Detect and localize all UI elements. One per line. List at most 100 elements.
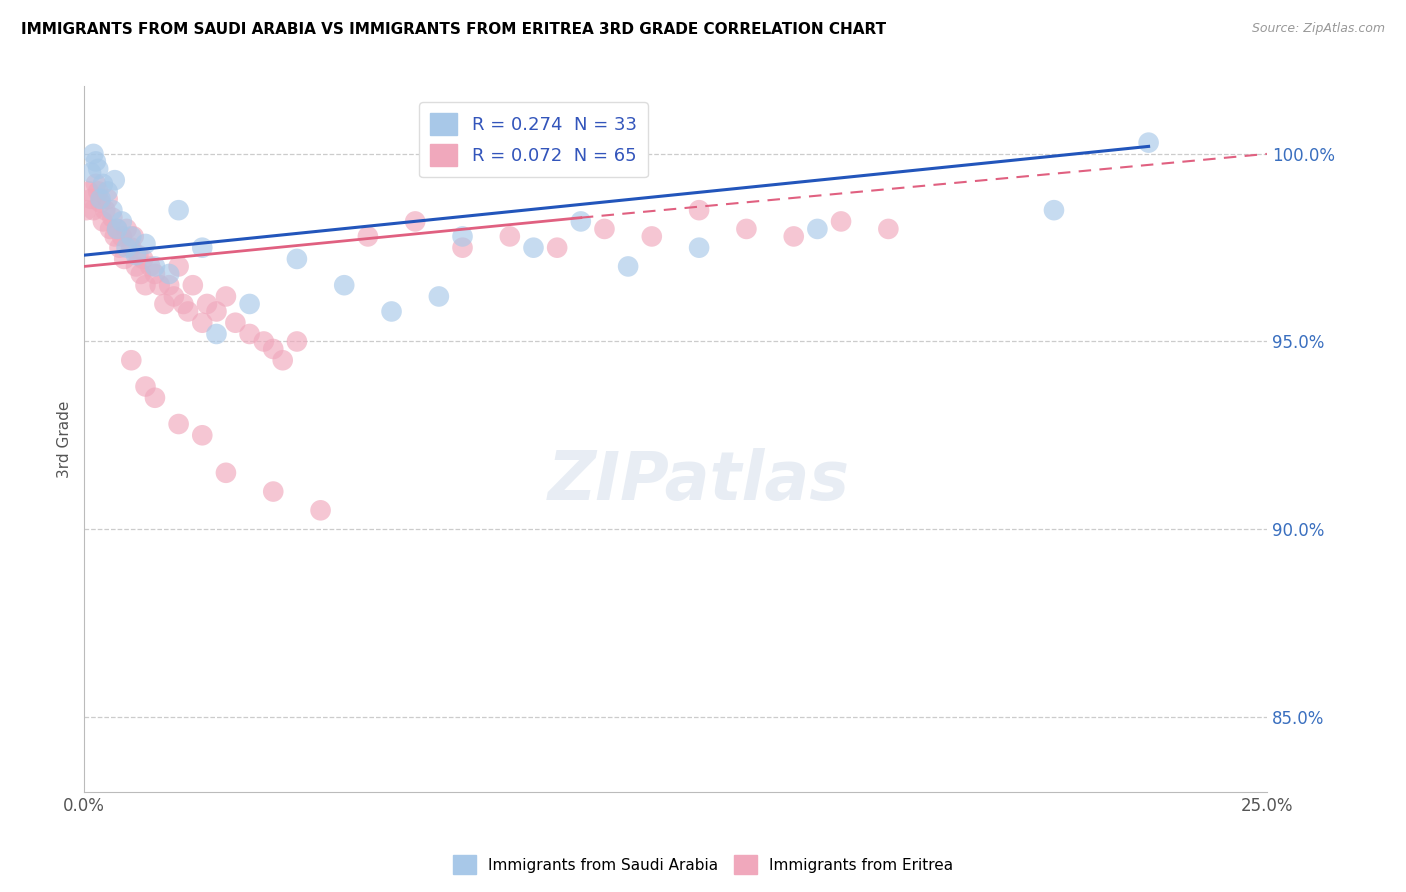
Point	[132, 252, 155, 266]
Point	[1043, 203, 1066, 218]
Point	[783, 229, 806, 244]
Point	[127, 248, 149, 262]
Point	[593, 222, 616, 236]
Point	[105, 222, 128, 236]
Point	[191, 428, 214, 442]
Point	[688, 241, 710, 255]
Point	[143, 391, 166, 405]
Point	[309, 503, 332, 517]
Point	[77, 185, 100, 199]
Point	[735, 222, 758, 236]
Point	[149, 278, 172, 293]
Point	[522, 241, 544, 255]
Point	[115, 222, 138, 236]
Point	[167, 260, 190, 274]
Point	[546, 241, 568, 255]
Point	[877, 222, 900, 236]
Point	[617, 260, 640, 274]
Point	[806, 222, 828, 236]
Point	[120, 241, 142, 255]
Point	[91, 214, 114, 228]
Point	[641, 229, 664, 244]
Point	[80, 166, 103, 180]
Point	[75, 203, 97, 218]
Point	[143, 267, 166, 281]
Point	[91, 177, 114, 191]
Point	[101, 203, 124, 218]
Point	[499, 229, 522, 244]
Point	[104, 173, 127, 187]
Point	[80, 192, 103, 206]
Point	[181, 278, 204, 293]
Point	[111, 229, 134, 244]
Point	[153, 297, 176, 311]
Legend: Immigrants from Saudi Arabia, Immigrants from Eritrea: Immigrants from Saudi Arabia, Immigrants…	[447, 849, 959, 880]
Point	[129, 267, 152, 281]
Point	[357, 229, 380, 244]
Point	[1137, 136, 1160, 150]
Point	[125, 260, 148, 274]
Point	[285, 334, 308, 349]
Text: IMMIGRANTS FROM SAUDI ARABIA VS IMMIGRANTS FROM ERITREA 3RD GRADE CORRELATION CH: IMMIGRANTS FROM SAUDI ARABIA VS IMMIGRAN…	[21, 22, 886, 37]
Point	[143, 260, 166, 274]
Point	[157, 278, 180, 293]
Point	[830, 214, 852, 228]
Point	[333, 278, 356, 293]
Point	[82, 203, 104, 218]
Point	[112, 252, 135, 266]
Text: Source: ZipAtlas.com: Source: ZipAtlas.com	[1251, 22, 1385, 36]
Point	[224, 316, 246, 330]
Legend: R = 0.274  N = 33, R = 0.072  N = 65: R = 0.274 N = 33, R = 0.072 N = 65	[419, 103, 648, 178]
Point	[427, 289, 450, 303]
Point	[167, 417, 190, 431]
Point	[134, 236, 156, 251]
Point	[285, 252, 308, 266]
Point	[167, 203, 190, 218]
Point	[451, 241, 474, 255]
Point	[380, 304, 402, 318]
Point	[101, 211, 124, 225]
Point	[404, 214, 426, 228]
Point	[215, 466, 238, 480]
Point	[122, 229, 145, 244]
Point	[111, 214, 134, 228]
Point	[163, 289, 186, 303]
Y-axis label: 3rd Grade: 3rd Grade	[58, 401, 72, 478]
Point	[108, 241, 131, 255]
Point	[104, 229, 127, 244]
Point	[191, 241, 214, 255]
Point	[262, 484, 284, 499]
Point	[262, 342, 284, 356]
Point	[139, 260, 162, 274]
Point	[87, 161, 110, 176]
Point	[157, 267, 180, 281]
Point	[134, 379, 156, 393]
Point	[239, 297, 262, 311]
Point	[172, 297, 194, 311]
Point	[115, 241, 138, 255]
Point	[82, 147, 104, 161]
Point	[451, 229, 474, 244]
Point	[98, 222, 121, 236]
Point	[97, 185, 120, 199]
Point	[97, 192, 120, 206]
Point	[239, 326, 262, 341]
Point	[688, 203, 710, 218]
Point	[105, 222, 128, 236]
Point	[84, 177, 107, 191]
Point	[125, 248, 148, 262]
Point	[195, 297, 218, 311]
Point	[84, 154, 107, 169]
Point	[271, 353, 294, 368]
Point	[205, 326, 228, 341]
Point	[90, 195, 112, 210]
Point	[134, 278, 156, 293]
Point	[253, 334, 276, 349]
Point	[205, 304, 228, 318]
Point	[120, 353, 142, 368]
Point	[215, 289, 238, 303]
Point	[94, 203, 117, 218]
Point	[191, 316, 214, 330]
Text: ZIPatlas: ZIPatlas	[548, 449, 851, 515]
Point	[120, 229, 142, 244]
